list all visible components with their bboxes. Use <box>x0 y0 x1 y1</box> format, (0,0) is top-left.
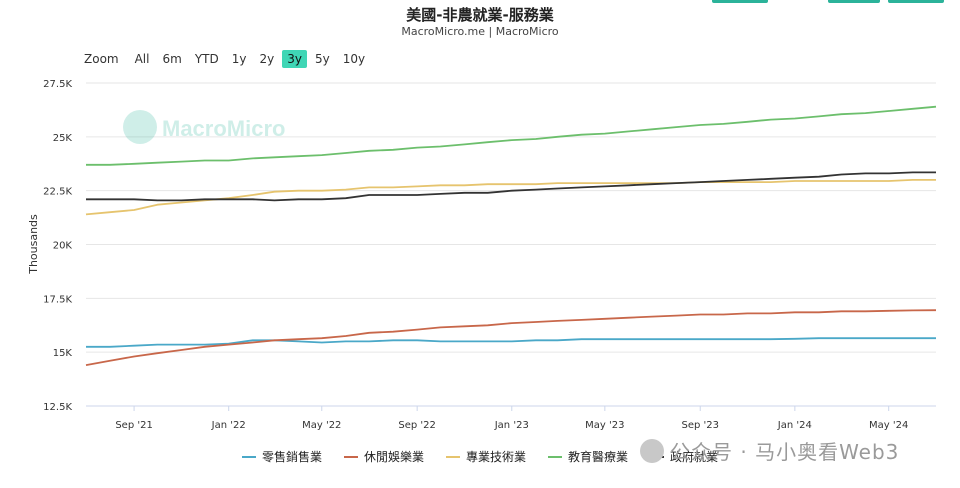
brand-watermark: MacroMicro <box>123 110 285 144</box>
top-tab-indicator <box>712 0 768 3</box>
legend-item-leisure[interactable]: 休閒娛樂業 <box>343 448 424 465</box>
zoom-button-ytd[interactable]: YTD <box>194 52 219 66</box>
x-tick-label: Sep '23 <box>681 420 719 431</box>
legend-item-professional[interactable]: 專業技術業 <box>445 448 526 465</box>
x-tick-label: Jan '22 <box>211 420 246 431</box>
y-axis-label: Thousands <box>27 214 40 275</box>
y-tick-label: 25K <box>53 133 73 144</box>
y-tick-label: 22.5K <box>43 187 72 198</box>
legend-label: 教育醫療業 <box>568 450 629 464</box>
legend-label: 零售銷售業 <box>261 450 322 464</box>
legend-label: 休閒娛樂業 <box>363 450 424 464</box>
series-line-government <box>86 171 936 202</box>
zoom-button-1y[interactable]: 1y <box>231 52 247 66</box>
x-tick-label: Sep '22 <box>398 420 436 431</box>
x-tick-label: Jan '24 <box>777 420 812 431</box>
zoom-label: Zoom <box>84 52 119 66</box>
legend-swatch <box>343 455 358 458</box>
chart-title: 美國-非農就業-服務業 <box>406 6 554 24</box>
wechat-icon <box>640 438 664 463</box>
legend-label: 政府就業 <box>670 450 719 464</box>
y-tick-label: 17.5K <box>43 294 72 305</box>
y-tick-label: 20K <box>53 241 73 252</box>
series-lines <box>85 105 937 366</box>
y-tick-label: 27.5K <box>43 79 72 90</box>
brand-logo-icon <box>123 110 157 144</box>
series-line-leisure <box>85 309 937 366</box>
zoom-button-5y[interactable]: 5y <box>314 52 330 66</box>
chart-legend: 零售銷售業 休閒娛樂業 專業技術業 教育醫療業 政府就業 <box>0 448 960 465</box>
x-tick-label: Jan '23 <box>494 420 529 431</box>
zoom-button-3y[interactable]: 3y <box>282 50 307 68</box>
top-tab-indicator <box>888 0 944 3</box>
brand-watermark-text: MacroMicro <box>162 116 285 141</box>
chart-subtitle: MacroMicro.me | MacroMicro <box>401 25 559 38</box>
top-tab-indicator <box>828 0 880 3</box>
axes: Thousands 12.5K 15K 17.5K 20K 22.5K 25K 27.5K S… <box>27 79 936 431</box>
legend-swatch <box>241 455 256 458</box>
zoom-toolbar: Zoom All 6m YTD 1y 2y 3y 5y 10y <box>84 50 373 68</box>
overlay-watermark-text: 公众号 · 马小奥看Web3 <box>670 440 900 464</box>
x-tick-label: Sep '21 <box>115 420 153 431</box>
y-tick-label: 12.5K <box>43 402 72 413</box>
zoom-button-10y[interactable]: 10y <box>342 52 366 66</box>
overlay-watermark: 公众号 · 马小奥看Web3 <box>640 436 899 465</box>
x-tick-label: May '22 <box>302 420 341 431</box>
y-tick-label: 15K <box>53 348 73 359</box>
series-line-professional <box>85 178 936 216</box>
legend-label: 專業技術業 <box>465 450 526 464</box>
legend-item-retail[interactable]: 零售銷售業 <box>241 448 322 465</box>
zoom-button-6m[interactable]: 6m <box>162 52 182 66</box>
series-line-education <box>86 105 937 166</box>
legend-swatch <box>548 455 562 458</box>
legend-item-education[interactable]: 教育醫療業 <box>548 448 628 465</box>
x-tick-label: May '23 <box>585 420 624 431</box>
zoom-button-2y[interactable]: 2y <box>259 52 275 66</box>
series-line-retail <box>86 337 936 348</box>
legend-swatch <box>445 455 460 458</box>
zoom-button-all[interactable]: All <box>134 52 150 66</box>
x-tick-label: May '24 <box>869 420 908 431</box>
